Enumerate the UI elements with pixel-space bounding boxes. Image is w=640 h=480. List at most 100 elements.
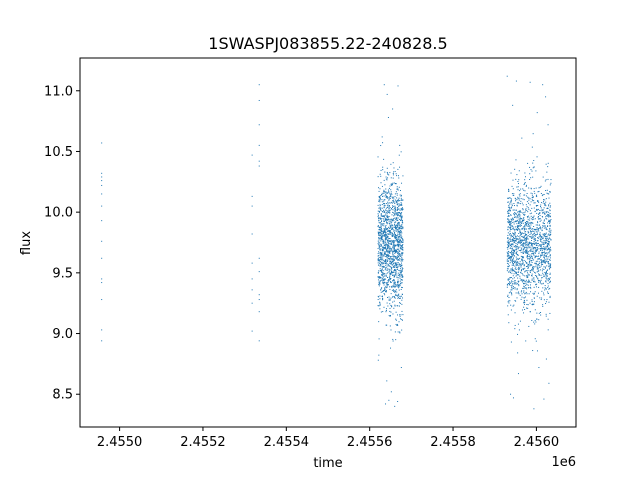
data-point (400, 262, 402, 264)
data-point (392, 241, 394, 243)
data-point (386, 215, 388, 217)
data-point (544, 180, 546, 182)
data-point (380, 210, 382, 212)
data-point (533, 236, 535, 238)
data-point (545, 205, 547, 207)
data-point (547, 285, 549, 287)
data-point (519, 241, 521, 243)
data-point (394, 222, 396, 224)
data-point (522, 212, 524, 214)
data-point (392, 211, 394, 213)
data-point (511, 219, 513, 221)
data-point (393, 244, 395, 246)
data-point (544, 203, 546, 205)
data-point (383, 211, 385, 213)
data-point (387, 254, 389, 256)
data-point (389, 232, 391, 234)
data-point (542, 241, 544, 243)
data-point (385, 278, 387, 280)
data-point (511, 185, 513, 187)
data-point (517, 323, 519, 325)
data-point (390, 228, 392, 230)
data-point (381, 271, 383, 273)
data-point (397, 199, 399, 201)
data-point (396, 323, 398, 325)
data-point (512, 240, 514, 242)
data-point (511, 247, 513, 249)
data-point (391, 289, 393, 291)
data-point (509, 262, 511, 264)
data-point (398, 277, 400, 279)
data-point (400, 265, 402, 267)
data-point (515, 246, 517, 248)
data-point (385, 289, 387, 291)
data-point (400, 225, 402, 227)
data-point (530, 221, 532, 223)
data-point (391, 264, 393, 266)
plot-area (80, 58, 576, 427)
data-point (541, 229, 543, 231)
data-point (391, 266, 393, 268)
data-point (384, 231, 386, 233)
data-point (397, 251, 399, 253)
data-point (251, 195, 253, 197)
data-point (378, 235, 380, 237)
data-point (380, 232, 382, 234)
data-point (395, 173, 397, 175)
data-point (386, 222, 388, 224)
data-point (540, 254, 542, 256)
data-point (394, 211, 396, 213)
data-point (385, 178, 387, 180)
data-point (531, 222, 533, 224)
data-point (507, 294, 509, 296)
data-point (383, 84, 385, 86)
data-point (544, 287, 546, 289)
data-point (401, 245, 403, 247)
data-point (101, 180, 103, 182)
data-point (381, 238, 383, 240)
data-point (537, 242, 539, 244)
data-point (540, 247, 542, 249)
data-point (398, 249, 400, 251)
data-point (540, 240, 542, 242)
data-point (548, 247, 550, 249)
data-point (516, 202, 518, 204)
data-point (510, 198, 512, 200)
data-point (380, 230, 382, 232)
data-point (379, 231, 381, 233)
data-point (398, 284, 400, 286)
data-point (387, 219, 389, 221)
data-point (398, 227, 400, 229)
data-point (401, 287, 403, 289)
data-point (544, 275, 546, 277)
data-point (381, 224, 383, 226)
data-point (522, 260, 524, 262)
data-point (396, 197, 398, 199)
data-point (384, 232, 386, 234)
y-tick-label: 8.5 (52, 388, 73, 403)
data-point (534, 266, 536, 268)
data-point (549, 267, 551, 269)
data-point (524, 238, 526, 240)
data-point (549, 272, 551, 274)
data-point (529, 227, 531, 229)
data-point (378, 338, 380, 340)
data-point (538, 218, 540, 220)
data-point (381, 185, 383, 187)
x-tick-label: 2.4558 (430, 435, 476, 450)
data-point (398, 285, 400, 287)
data-point (386, 251, 388, 253)
data-point (532, 133, 534, 135)
data-point (525, 242, 527, 244)
data-point (515, 283, 517, 285)
data-point (538, 216, 539, 218)
data-point (524, 301, 526, 303)
data-point (392, 174, 394, 176)
data-point (401, 279, 403, 281)
data-point (529, 241, 531, 243)
data-point (393, 274, 395, 276)
data-point (524, 214, 526, 216)
data-point (397, 266, 399, 268)
data-point (517, 198, 519, 200)
data-point (519, 239, 521, 241)
